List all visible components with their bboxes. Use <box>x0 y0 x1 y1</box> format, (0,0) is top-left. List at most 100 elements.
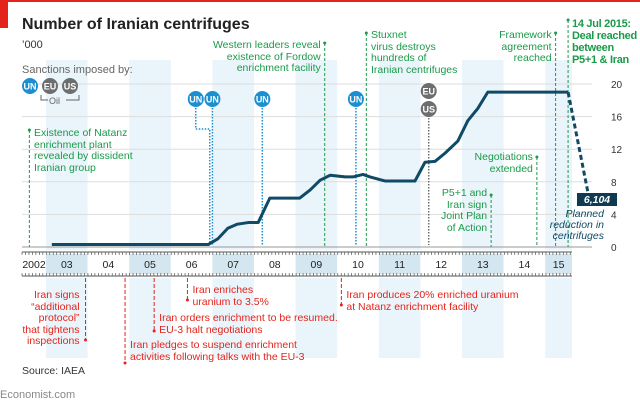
annotation-line: revealed by dissident <box>34 150 133 162</box>
y-tick-label: 4 <box>611 210 617 221</box>
event-annotation: Existence of Natanz enrichment plant revea… <box>34 127 133 174</box>
annotation-line: uranium to 3.5% <box>192 295 269 308</box>
annotation-line: activities following talks with the EU-3 <box>130 350 305 363</box>
sanction-badge-label: US <box>422 105 435 115</box>
year-band <box>545 278 572 358</box>
planned-label: reduction in <box>550 219 604 231</box>
x-tick-label: 13 <box>477 259 489 271</box>
x-tick-label: 08 <box>269 259 281 271</box>
x-tick-label: 15 <box>553 259 565 271</box>
year-band <box>295 278 338 358</box>
event-dot <box>535 155 539 159</box>
x-tick-label: 05 <box>144 259 156 271</box>
timeline-year-cell <box>254 254 296 274</box>
sanction-badge-eu <box>420 83 437 99</box>
sanction-badge-label: US <box>64 82 77 92</box>
sanction-badge-un <box>187 91 204 107</box>
annotation-line: Iranian centrifuges <box>371 63 458 76</box>
timeline-year-cell <box>378 254 421 274</box>
timeline-year-cell <box>129 254 171 274</box>
annotation-line: Negotiations <box>474 151 533 163</box>
planned-value-box <box>577 193 617 206</box>
unit-label: ’000 <box>22 39 43 51</box>
event-annotation: Iran pledges to suspend enrichment activi… <box>130 339 305 363</box>
annotation-line: protocol” <box>38 312 80 324</box>
timeline-year-cell <box>337 254 379 274</box>
sanction-badge-un <box>347 91 364 107</box>
year-band <box>212 278 254 358</box>
year-band <box>462 278 504 358</box>
event-annotation: Negotiations extended <box>474 151 533 175</box>
event-annotation: Stuxnet virus destroys hundreds of Iranian … <box>371 29 458 76</box>
planned-label: Planned <box>565 208 605 220</box>
annotation-line: “additional <box>31 300 80 313</box>
oil-bracket <box>66 95 80 101</box>
annotation-line: between <box>572 42 614 54</box>
sanction-badge-un <box>204 91 221 107</box>
annotation-line: that tightens <box>22 323 80 336</box>
top-rule <box>0 0 640 2</box>
y-tick-label: 0 <box>611 243 617 254</box>
year-band <box>378 60 421 250</box>
timeline-year-cell <box>87 254 130 274</box>
annotation-line: enrichment facility <box>236 62 321 74</box>
event-annotation: Framework agreement reached <box>499 29 552 65</box>
annotation-line: Stuxnet <box>371 29 407 41</box>
annotation-line: Iranian group <box>34 161 96 174</box>
planned-value: 6,104 <box>584 194 610 206</box>
timeline-year-cell <box>212 254 254 274</box>
annotation-line: agreement <box>501 40 552 53</box>
sanction-badge-un <box>22 78 38 94</box>
sanction-badge-us <box>62 78 78 94</box>
x-tick-label: 04 <box>103 259 115 271</box>
source-note: Source: IAEA <box>22 365 86 377</box>
annotation-line: virus destroys <box>371 40 436 53</box>
sanction-badge-eu <box>42 78 58 94</box>
sanction-badge-label: UN <box>206 95 219 105</box>
year-band <box>295 60 338 250</box>
x-tick-label: 14 <box>519 259 531 271</box>
x-tick-label: 09 <box>311 259 323 271</box>
y-tick-label: 12 <box>611 145 623 156</box>
annotation-line: Western leaders reveal <box>212 39 321 51</box>
event-dot <box>185 298 189 302</box>
timeline-year-cell <box>295 254 338 274</box>
y-tick-label: 16 <box>611 113 623 124</box>
sanction-line <box>195 108 211 245</box>
y-tick-label: 8 <box>611 178 617 189</box>
x-tick-label: 10 <box>352 259 364 271</box>
annotation-line: of Action <box>446 221 488 234</box>
event-annotation: Iran signs “additional protocol” that tight… <box>22 289 80 348</box>
annotation-line: inspections <box>27 335 80 347</box>
annotation-line: Iran produces 20% enriched uranium <box>346 289 519 301</box>
annotation-line: Framework <box>499 29 552 41</box>
event-dot <box>554 31 558 35</box>
annotation-line: Deal reached <box>572 30 637 42</box>
annotation-line: at Natanz enrichment facility <box>346 300 479 313</box>
x-tick-label: 07 <box>227 259 239 271</box>
timeline-year-cell <box>170 254 213 274</box>
timeline-year-cell <box>22 254 46 274</box>
year-band <box>378 278 421 358</box>
sanction-badge-label: UN <box>24 82 37 92</box>
annotation-line: Iran sign <box>446 198 488 211</box>
year-band <box>129 278 171 358</box>
x-tick-label: 06 <box>186 259 198 271</box>
sanction-badge-label: EU <box>422 87 435 97</box>
event-dot <box>364 31 368 35</box>
event-dot <box>323 41 327 45</box>
x-tick-label: 12 <box>435 259 447 271</box>
sanction-badge-label: UN <box>189 95 202 105</box>
sanction-badge-label: UN <box>349 95 362 105</box>
year-band <box>212 60 254 250</box>
planned-label: centrifuges <box>553 230 605 242</box>
annotation-line: Existence of Natanz <box>34 127 128 139</box>
annotation-line: extended <box>489 162 533 175</box>
oil-bracket <box>40 95 48 101</box>
timeline-year-cell <box>420 254 462 274</box>
centrifuges-line <box>51 90 569 247</box>
event-annotation: Western leaders reveal existence of Fordo… <box>212 39 321 75</box>
annotation-line: Iran pledges to suspend enrichment <box>130 339 297 351</box>
